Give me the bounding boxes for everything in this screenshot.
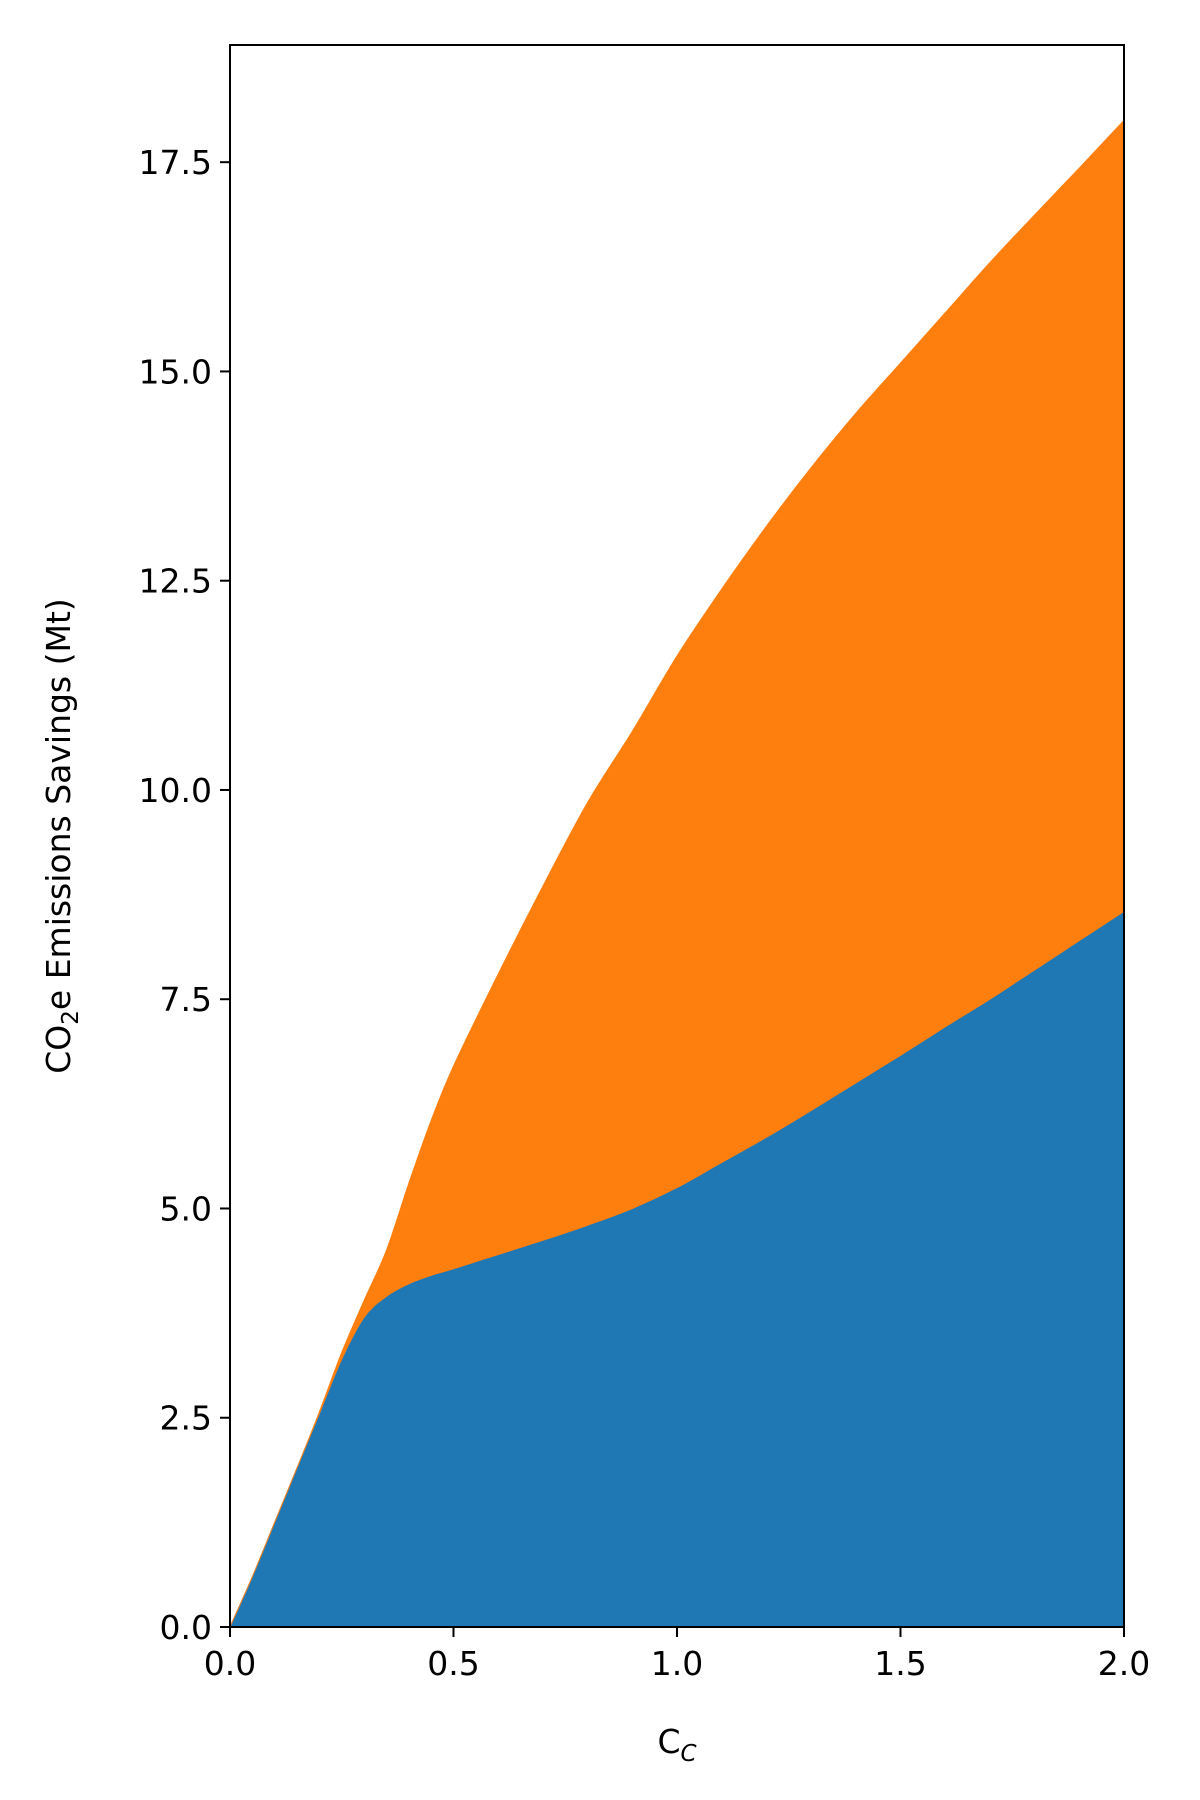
y-tick-label: 17.5 <box>139 143 212 182</box>
y-tick-label: 2.5 <box>160 1399 212 1438</box>
y-tick-label: 7.5 <box>160 980 212 1019</box>
tick-group: 0.0 0.5 1.0 1.5 2.0 0.0 2.5 5.0 7.5 10.0 12.5 15.0 1… <box>139 143 1151 1683</box>
y-axis-label-subscript: 2 <box>58 1010 84 1025</box>
y-axis-label-pre: CO <box>39 1025 78 1074</box>
area-series-2 <box>229 119 1125 1628</box>
y-tick-label: 0.0 <box>160 1608 212 1647</box>
x-axis-label-subscript: C <box>680 1741 696 1767</box>
y-axis-label: CO2e Emissions Savings (Mt) <box>39 598 84 1074</box>
y-tick-label: 15.0 <box>139 352 212 391</box>
x-tick-label: 0.0 <box>204 1644 256 1683</box>
plot-frame <box>229 44 1125 1628</box>
y-tick-label: 5.0 <box>160 1189 212 1228</box>
x-axis-label: CC <box>657 1722 696 1767</box>
x-tick-label: 1.0 <box>651 1644 703 1683</box>
y-tick-label: 10.0 <box>139 771 212 810</box>
x-tick-label: 1.5 <box>874 1644 926 1683</box>
x-tick-label: 2.0 <box>1098 1644 1150 1683</box>
x-axis-label-main: C <box>657 1722 680 1761</box>
y-axis-label-post: e Emissions Savings (Mt) <box>39 598 78 1010</box>
y-tick-label: 12.5 <box>139 562 212 601</box>
x-tick-label: 0.5 <box>427 1644 479 1683</box>
